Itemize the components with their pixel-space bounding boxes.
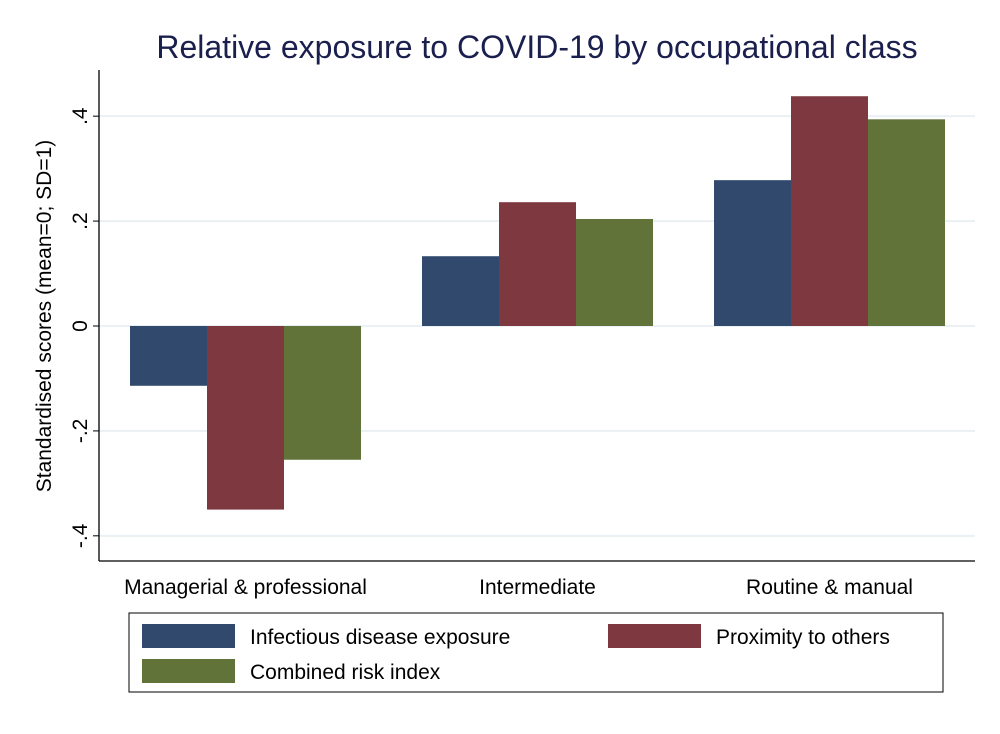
y-axis-label: Standardised scores (mean=0; SD=1) <box>33 140 56 493</box>
bar <box>499 202 576 326</box>
legend-label: Combined risk index <box>250 661 441 684</box>
x-tick-label: Intermediate <box>479 576 596 599</box>
legend-box <box>128 612 944 693</box>
chart-title: Relative exposure to COVID-19 by occupat… <box>156 29 917 65</box>
legend-swatch <box>142 659 235 683</box>
bar <box>130 325 207 386</box>
y-tick-label: 0 <box>69 320 92 332</box>
y-tick-label: .2 <box>69 212 92 230</box>
legend-label: Proximity to others <box>716 626 890 649</box>
bar <box>791 96 868 326</box>
y-tick-label: .4 <box>69 107 92 125</box>
bar <box>284 325 361 460</box>
y-tick-label: -.2 <box>69 419 92 444</box>
legend: Infectious disease exposure Proximity to … <box>128 612 944 693</box>
bar <box>207 325 284 510</box>
y-tick-label: -.4 <box>69 523 92 548</box>
bar <box>422 256 499 326</box>
legend-label: Infectious disease exposure <box>250 626 510 649</box>
bar <box>868 119 945 326</box>
legend-swatch <box>608 624 701 648</box>
bar <box>714 180 791 326</box>
bar <box>576 218 653 326</box>
x-tick-label: Managerial & professional <box>124 576 367 599</box>
x-tick-label: Routine & manual <box>746 576 913 599</box>
legend-swatch <box>142 624 235 648</box>
